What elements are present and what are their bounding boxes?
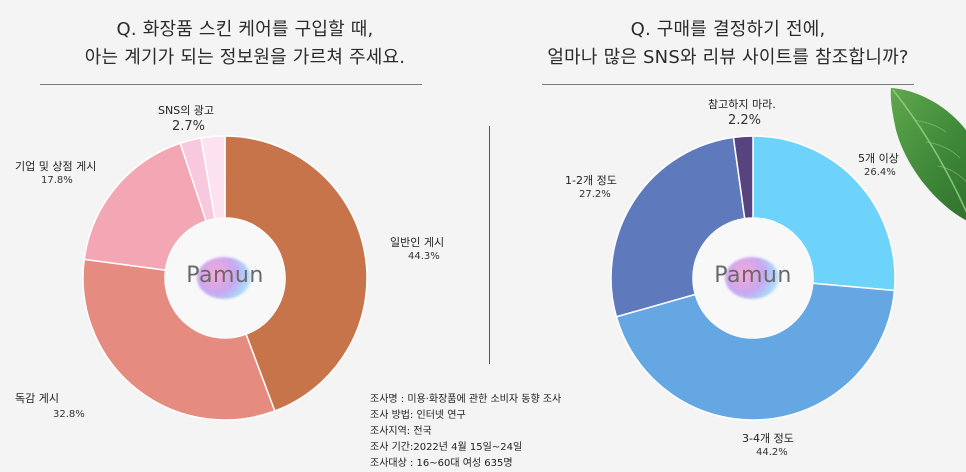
left-label-company-name: 기업 및 상점 게시	[15, 160, 97, 173]
right-label-1to2-name: 1-2개 정도	[565, 174, 617, 187]
logo-blob	[197, 257, 251, 299]
right-label-3to4: 3-4개 정도 44.2%	[742, 432, 794, 460]
center-divider	[489, 126, 490, 364]
right-label-none-pct-wrap: 2.2%	[728, 111, 761, 128]
right-label-3to4-pct: 44.2%	[756, 447, 788, 458]
survey-line-target: 조사대상 : 16~60대 여성 635명	[370, 458, 513, 469]
right-label-none-pct: 2.2%	[728, 113, 762, 128]
logo-wordmark: Pamun	[714, 263, 792, 288]
logo-wordmark: Pamun	[186, 263, 264, 288]
right-label-5plus-name: 5개 이상	[858, 152, 899, 165]
pamun-logo-left: Pamun	[175, 253, 275, 303]
left-chart-panel: Q. 화장품 스킨 케어를 구입할 때, 아는 계기가 되는 정보원을 가르쳐 …	[0, 16, 490, 85]
logo-blob	[725, 257, 779, 299]
left-label-company: 기업 및 상점 게시 17.8%	[15, 160, 96, 188]
right-title-underline	[542, 84, 914, 85]
survey-line-region: 조사지역: 전국	[370, 426, 432, 437]
left-label-general-pct: 44.3%	[408, 251, 440, 262]
right-question-line-1: Q. 구매를 결정하기 전에,	[630, 19, 826, 40]
pamun-logo-right: Pamun	[703, 253, 803, 303]
left-label-sns-ad: SNS의 광고	[158, 104, 214, 118]
right-label-1to2: 1-2개 정도 27.2%	[565, 174, 617, 202]
right-label-1to2-pct: 27.2%	[579, 189, 611, 200]
left-question-title: Q. 화장품 스킨 케어를 구입할 때, 아는 계기가 되는 정보원을 가르쳐 …	[0, 16, 490, 72]
decorative-leaf-image	[890, 88, 966, 221]
left-label-general: 일반인 게시 44.3%	[390, 236, 444, 264]
right-label-none: 참고하지 마라.	[708, 98, 776, 112]
left-label-influencer-name: 독감 게시	[15, 392, 59, 405]
left-title-underline	[40, 84, 422, 85]
left-label-sns-ad-pct-wrap: 2.7%	[172, 117, 205, 134]
right-label-5plus: 5개 이상 26.4%	[858, 152, 899, 180]
left-label-sns-ad-pct: 2.7%	[172, 119, 206, 134]
right-label-5plus-pct: 26.4%	[864, 167, 896, 178]
left-donut-chart	[82, 135, 368, 421]
right-donut-chart	[610, 135, 896, 421]
right-question-title: Q. 구매를 결정하기 전에, 얼마나 많은 SNS와 리뷰 사이트를 참조합니…	[490, 16, 966, 72]
survey-line-name: 조사명 : 미용·화장품에 관한 소비자 동향 조사	[370, 394, 562, 405]
left-label-influencer: 독감 게시 32.8%	[15, 392, 85, 422]
right-chart-panel: Q. 구매를 결정하기 전에, 얼마나 많은 SNS와 리뷰 사이트를 참조합니…	[490, 0, 966, 468]
left-label-influencer-pct: 32.8%	[53, 409, 85, 420]
right-label-3to4-name: 3-4개 정도	[742, 432, 794, 445]
right-label-none-name: 참고하지 마라.	[708, 98, 776, 111]
right-question-line-2: 얼마나 많은 SNS와 리뷰 사이트를 참조합니까?	[547, 47, 909, 68]
left-question-line-2: 아는 계기가 되는 정보원을 가르쳐 주세요.	[84, 47, 406, 68]
survey-line-method: 조사 방법: 인터넷 연구	[370, 410, 466, 421]
left-label-company-pct: 17.8%	[41, 175, 73, 186]
survey-line-period: 조사 기간:2022년 4월 15일~24일	[370, 442, 523, 453]
left-label-general-name: 일반인 게시	[390, 236, 445, 249]
left-question-line-1: Q. 화장품 스킨 케어를 구입할 때,	[116, 19, 374, 40]
survey-info: 조사명 : 미용·화장품에 관한 소비자 동향 조사 조사 방법: 인터넷 연구…	[370, 392, 561, 472]
left-label-sns-ad-name: SNS의 광고	[158, 104, 215, 117]
